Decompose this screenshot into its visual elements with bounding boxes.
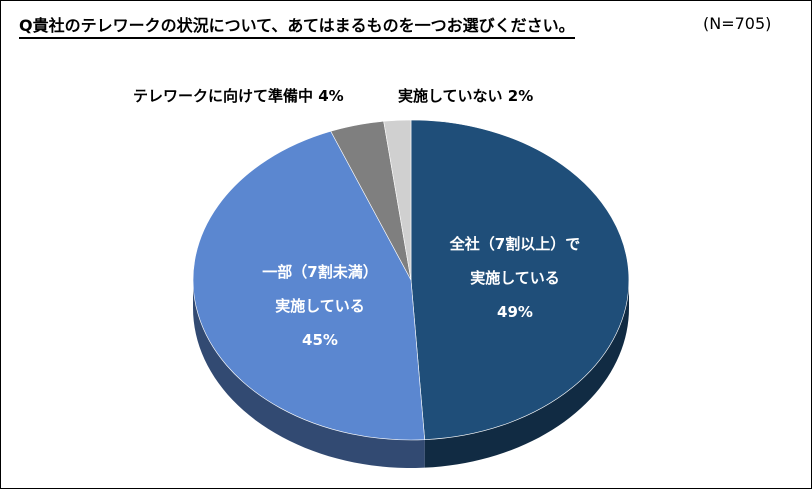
pie-tops bbox=[192, 119, 630, 441]
pie-slice-partial bbox=[192, 130, 426, 441]
slice-label-none: 実施していない 2% bbox=[398, 87, 534, 105]
slice-label-partial-line1: 一部（7割未満） bbox=[262, 263, 378, 281]
slice-label-full-pct: 49% bbox=[497, 303, 533, 321]
slice-label-partial-pct: 45% bbox=[302, 331, 338, 349]
slice-label-full-line2: 実施している bbox=[470, 269, 560, 287]
chart-title: Q貴社のテレワークの状況について、あてはまるものを一つお選びください。 bbox=[19, 12, 575, 39]
sample-size-label: (N=705) bbox=[703, 14, 772, 33]
pie-side-partial bbox=[193, 280, 425, 468]
slice-label-full: 全社（7割以上）で 実施している 49% bbox=[420, 227, 610, 329]
pie-slice-full bbox=[410, 119, 630, 440]
slice-label-partial: 一部（7割未満） 実施している 45% bbox=[225, 255, 415, 357]
slice-label-partial-line2: 実施している bbox=[275, 297, 365, 315]
slice-label-full-line1: 全社（7割以上）で bbox=[449, 235, 581, 253]
pie-side-full bbox=[424, 280, 629, 468]
pie-slice-none bbox=[383, 119, 412, 281]
slice-label-preparing: テレワークに向けて準備中 4% bbox=[133, 87, 344, 105]
pie-sides bbox=[193, 280, 629, 468]
